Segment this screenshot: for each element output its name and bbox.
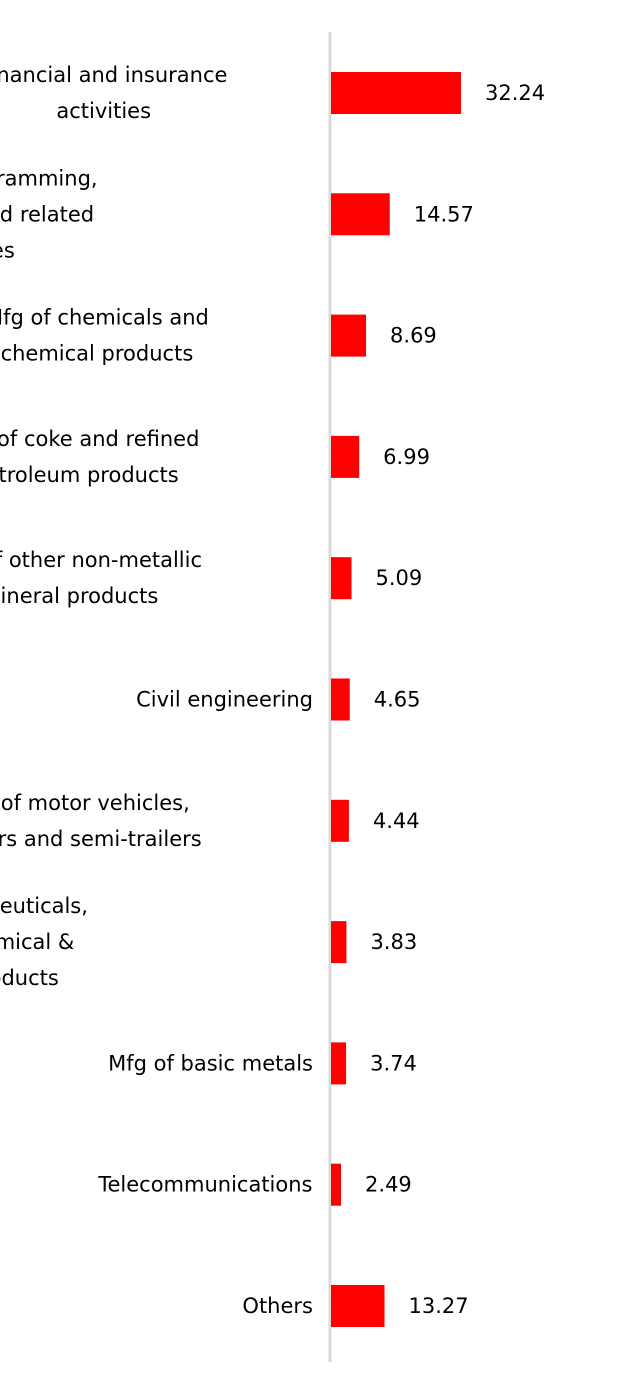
bar-7	[331, 921, 347, 964]
value-label-2: 8.69	[390, 324, 437, 348]
category-label-line: medicinal chemical &	[0, 930, 74, 954]
category-label-6: Mfg of motor vehicles, trailers and semi-…	[0, 791, 202, 851]
category-label-3: Mfg of coke and refined petroleum product…	[0, 427, 199, 487]
bar-5	[331, 678, 350, 721]
value-label-5: 4.65	[374, 688, 421, 712]
value-label-10: 13.27	[409, 1294, 469, 1318]
value-label-0: 32.24	[485, 81, 545, 105]
category-label-line: consultancy and related	[0, 202, 94, 226]
category-label-line: Mfg of motor vehicles,	[0, 791, 190, 815]
category-label-line: Financial and insurance	[0, 63, 227, 87]
value-label-8: 3.74	[370, 1051, 417, 1075]
category-label-line: Mfg of basic metals	[108, 1051, 313, 1075]
category-label-line: activities	[56, 99, 151, 123]
bar-3	[331, 435, 360, 478]
value-label-7: 3.83	[370, 930, 417, 954]
category-label-8: Mfg of basic metals	[108, 1051, 313, 1075]
bar-2	[331, 314, 367, 357]
bar-6	[331, 799, 349, 842]
bars-group	[331, 72, 461, 1327]
category-label-10: Others	[242, 1294, 313, 1318]
category-label-line: Telecommunications	[97, 1173, 312, 1197]
category-label-line: Mfg of other non-metallic	[0, 548, 202, 572]
category-label-line: Others	[242, 1294, 313, 1318]
category-label-line: botanical products	[0, 966, 59, 990]
category-label-line: trailers and semi-trailers	[0, 827, 202, 851]
category-label-line: Mfg of coke and refined	[0, 427, 199, 451]
category-label-9: Telecommunications	[97, 1173, 312, 1197]
category-labels-group: Financial and insuranceactivitiesCompute…	[0, 63, 313, 1318]
value-label-9: 2.49	[365, 1173, 412, 1197]
category-label-line: chemical products	[1, 342, 194, 366]
category-label-1: Computer programming, consultancy and rel…	[0, 166, 98, 262]
value-label-1: 14.57	[414, 202, 474, 226]
bar-0	[331, 72, 461, 114]
value-label-3: 6.99	[383, 445, 430, 469]
category-label-0: Financial and insurance activities	[0, 63, 227, 123]
category-label-5: Civil engineering	[136, 688, 313, 712]
value-label-6: 4.44	[373, 809, 420, 833]
category-label-line: Mfg of pharmaceuticals,	[0, 894, 88, 918]
category-label-line: Civil engineering	[136, 688, 313, 712]
value-label-4: 5.09	[376, 566, 423, 590]
category-label-line: mineral products	[0, 584, 158, 608]
value-labels-group: 32.24 14.57 8.69 6.99 5.09 4.65 4.44 3.83 3.74 2.…	[365, 81, 545, 1318]
category-label-4: Mfg of other non-metallic mineral product…	[0, 548, 202, 608]
bar-10	[331, 1285, 385, 1327]
bar-1	[331, 193, 390, 236]
bar-9	[331, 1163, 342, 1206]
category-label-line: activities	[0, 238, 15, 262]
category-label-7: Mfg of pharmaceuticals, medicinal chemica…	[0, 894, 88, 990]
category-label-line: Mfg of chemicals and	[0, 306, 209, 330]
bar-8	[331, 1042, 347, 1085]
category-label-2: Mfg of chemicals and chemical products	[0, 306, 209, 366]
category-label-line: petroleum products	[0, 463, 179, 487]
bar-4	[331, 557, 352, 600]
category-label-line: Computer programming,	[0, 166, 98, 190]
